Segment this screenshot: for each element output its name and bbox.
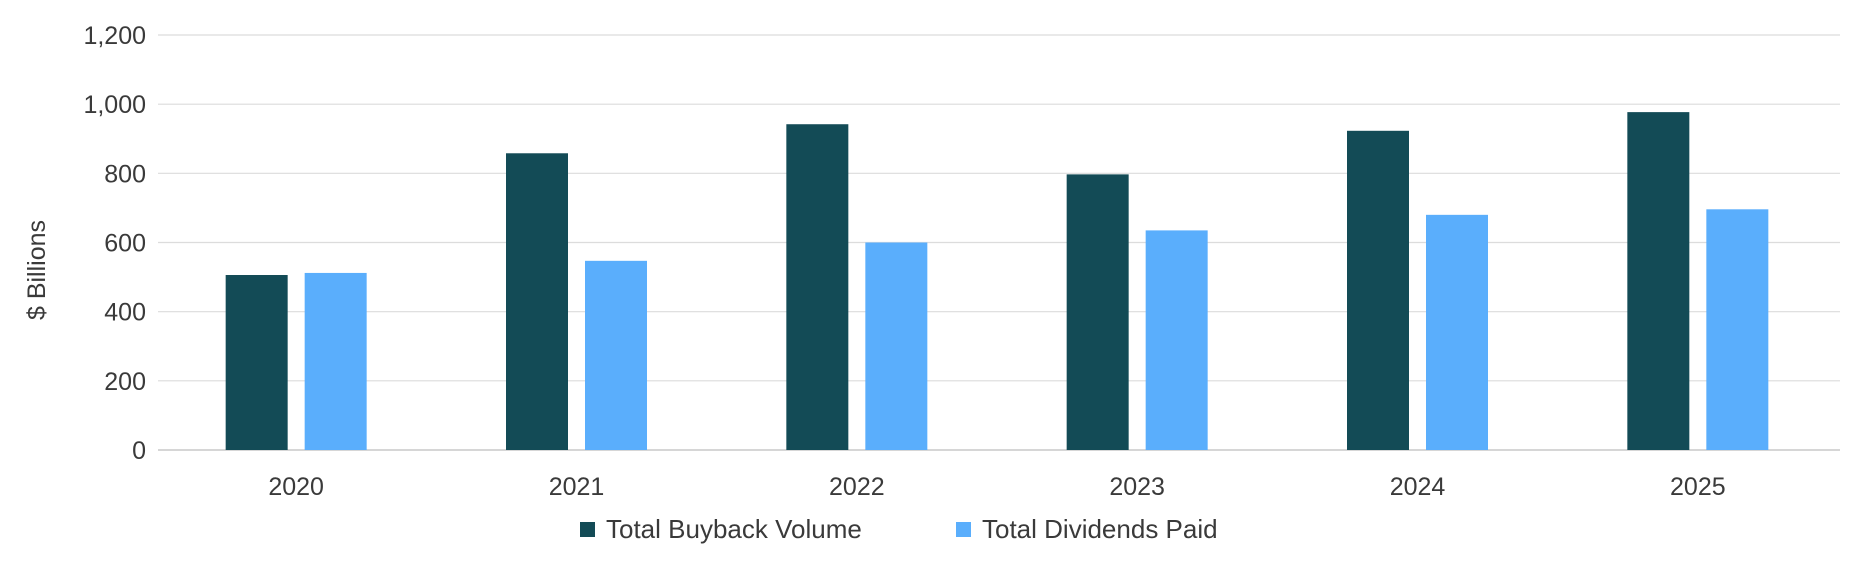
bar-buyback-2023 [1066, 174, 1129, 450]
legend-swatch [956, 522, 971, 537]
bar-buyback-2024 [1347, 130, 1409, 450]
x-axis-ticks: 2020 2021 2022 2023 2024 2025 [268, 473, 1725, 501]
x-tick-label: 2022 [829, 473, 885, 501]
bar-dividends-2022 [865, 242, 928, 450]
y-tick-label: 0 [132, 437, 146, 465]
y-tick-label: 1,200 [83, 22, 146, 50]
bar-dividends-2025 [1706, 209, 1769, 450]
y-tick-label: 1,000 [83, 91, 146, 119]
bar-dividends-2023 [1145, 230, 1208, 450]
legend: Total Buyback Volume Total Dividends Paid [580, 514, 1218, 544]
bar-buyback-2022 [786, 124, 849, 450]
y-tick-label: 600 [104, 230, 146, 258]
y-tick-label: 400 [104, 299, 146, 327]
y-axis-ticks: 0 200 400 600 800 1,000 1,200 [83, 22, 146, 465]
x-tick-label: 2025 [1670, 473, 1726, 501]
bar-dividends-2020 [304, 272, 367, 450]
bars [225, 112, 1769, 450]
bar-buyback-2025 [1627, 112, 1690, 450]
y-tick-label: 800 [104, 160, 146, 188]
y-tick-label: 200 [104, 368, 146, 396]
legend-label: Total Buyback Volume [606, 514, 862, 544]
gridlines [158, 34, 1840, 451]
x-tick-label: 2023 [1109, 473, 1165, 501]
x-tick-label: 2024 [1390, 473, 1446, 501]
legend-label: Total Dividends Paid [982, 514, 1218, 544]
bar-dividends-2021 [585, 260, 647, 450]
bar-dividends-2024 [1426, 214, 1488, 450]
legend-swatch [580, 522, 595, 537]
bar-buyback-2020 [225, 275, 288, 450]
x-tick-label: 2020 [268, 473, 324, 501]
bar-buyback-2021 [506, 153, 568, 450]
x-tick-label: 2021 [549, 473, 605, 501]
y-axis-title: $ Billions [23, 220, 51, 320]
